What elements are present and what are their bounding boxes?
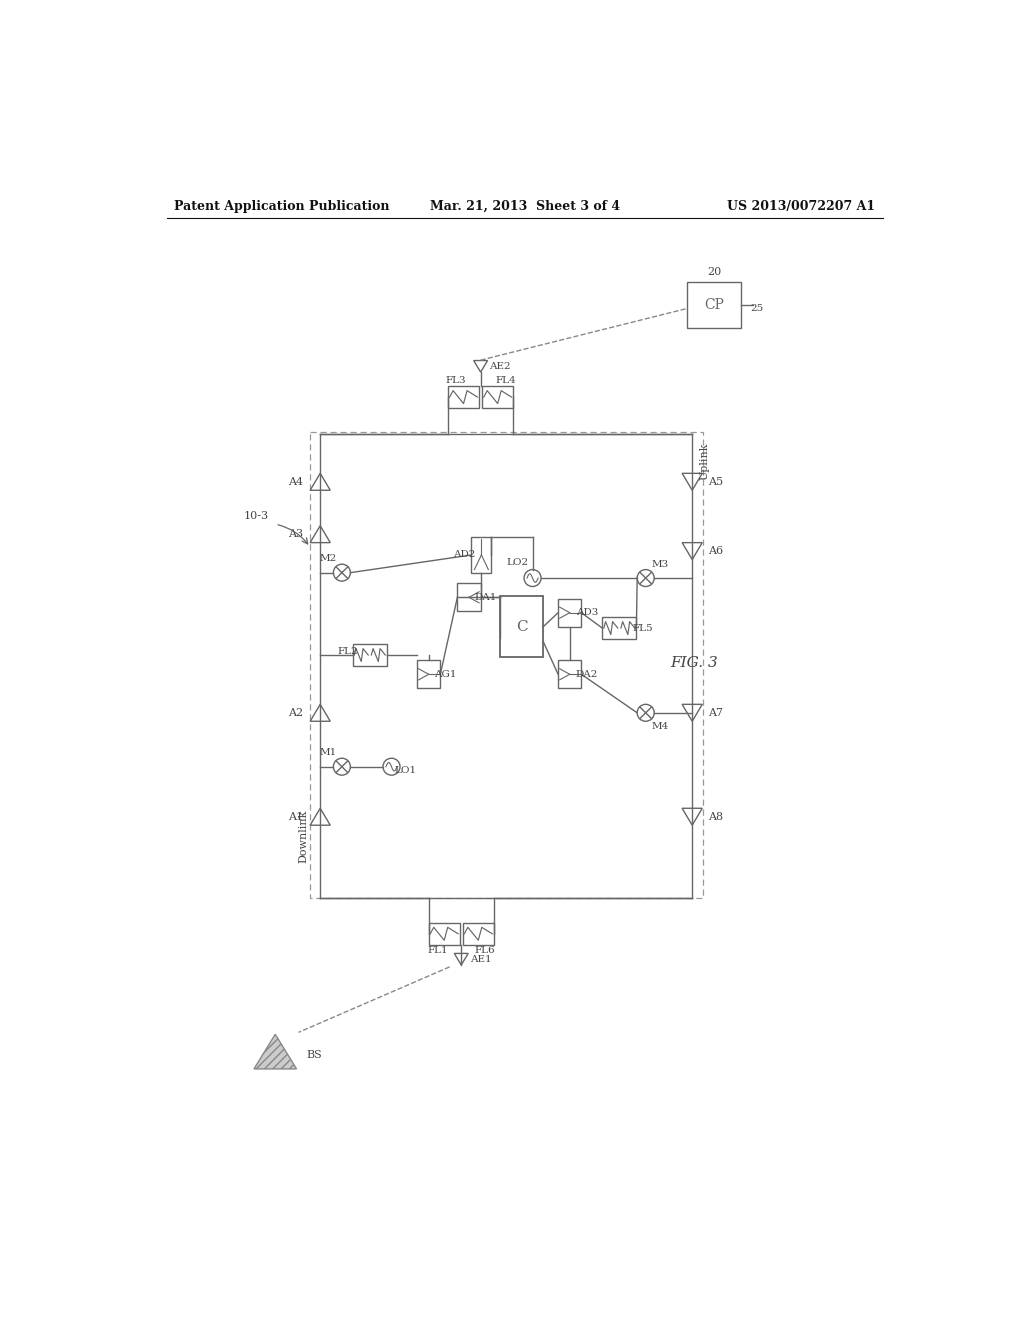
Text: 25: 25 bbox=[750, 304, 763, 313]
Polygon shape bbox=[254, 1035, 297, 1069]
Bar bbox=[352, 644, 387, 665]
Text: M4: M4 bbox=[651, 722, 669, 731]
Text: BS: BS bbox=[306, 1051, 322, 1060]
Bar bbox=[417, 660, 440, 688]
Text: A5: A5 bbox=[708, 477, 723, 487]
Text: DA1: DA1 bbox=[475, 593, 498, 602]
Bar bbox=[471, 537, 492, 573]
Text: M3: M3 bbox=[651, 560, 669, 569]
Bar bbox=[687, 281, 741, 327]
Bar bbox=[558, 599, 582, 627]
Text: A4: A4 bbox=[288, 477, 303, 487]
Text: FL5: FL5 bbox=[632, 623, 653, 632]
Text: CP: CP bbox=[703, 298, 724, 312]
Text: Mar. 21, 2013  Sheet 3 of 4: Mar. 21, 2013 Sheet 3 of 4 bbox=[430, 199, 620, 213]
Text: A1: A1 bbox=[288, 812, 303, 822]
Bar bbox=[458, 583, 480, 611]
Text: AE2: AE2 bbox=[489, 362, 511, 371]
Text: Uplink: Uplink bbox=[700, 442, 710, 480]
Text: FL3: FL3 bbox=[445, 376, 466, 384]
Bar bbox=[310, 432, 703, 898]
Text: M2: M2 bbox=[319, 554, 337, 564]
Text: LO1: LO1 bbox=[394, 766, 417, 775]
Text: Patent Application Publication: Patent Application Publication bbox=[174, 199, 390, 213]
Text: A6: A6 bbox=[708, 546, 723, 556]
Text: FL2: FL2 bbox=[338, 647, 358, 656]
Bar bbox=[449, 387, 479, 408]
Bar bbox=[500, 595, 544, 657]
Text: AD2: AD2 bbox=[454, 550, 475, 560]
Bar bbox=[429, 923, 460, 945]
Bar bbox=[558, 660, 582, 688]
Text: AD3: AD3 bbox=[575, 609, 598, 618]
Text: A7: A7 bbox=[708, 708, 723, 718]
Text: FL1: FL1 bbox=[428, 946, 449, 956]
Text: 20: 20 bbox=[707, 268, 721, 277]
Text: FL6: FL6 bbox=[474, 946, 495, 956]
Text: FIG. 3: FIG. 3 bbox=[671, 656, 718, 669]
Bar bbox=[602, 618, 636, 639]
Text: Downlink: Downlink bbox=[298, 809, 308, 863]
Text: AG1: AG1 bbox=[434, 669, 457, 678]
Bar bbox=[482, 387, 513, 408]
Text: DA2: DA2 bbox=[575, 669, 598, 678]
Text: A2: A2 bbox=[288, 708, 303, 718]
Text: FL4: FL4 bbox=[496, 376, 516, 384]
Text: 10-3: 10-3 bbox=[244, 511, 268, 521]
Text: A8: A8 bbox=[708, 812, 723, 822]
Bar bbox=[463, 923, 494, 945]
Text: M1: M1 bbox=[319, 748, 337, 758]
Text: US 2013/0072207 A1: US 2013/0072207 A1 bbox=[727, 199, 876, 213]
Text: LO2: LO2 bbox=[506, 558, 528, 568]
Text: AE1: AE1 bbox=[470, 954, 492, 964]
Text: A3: A3 bbox=[288, 529, 303, 539]
Text: C: C bbox=[516, 619, 527, 634]
